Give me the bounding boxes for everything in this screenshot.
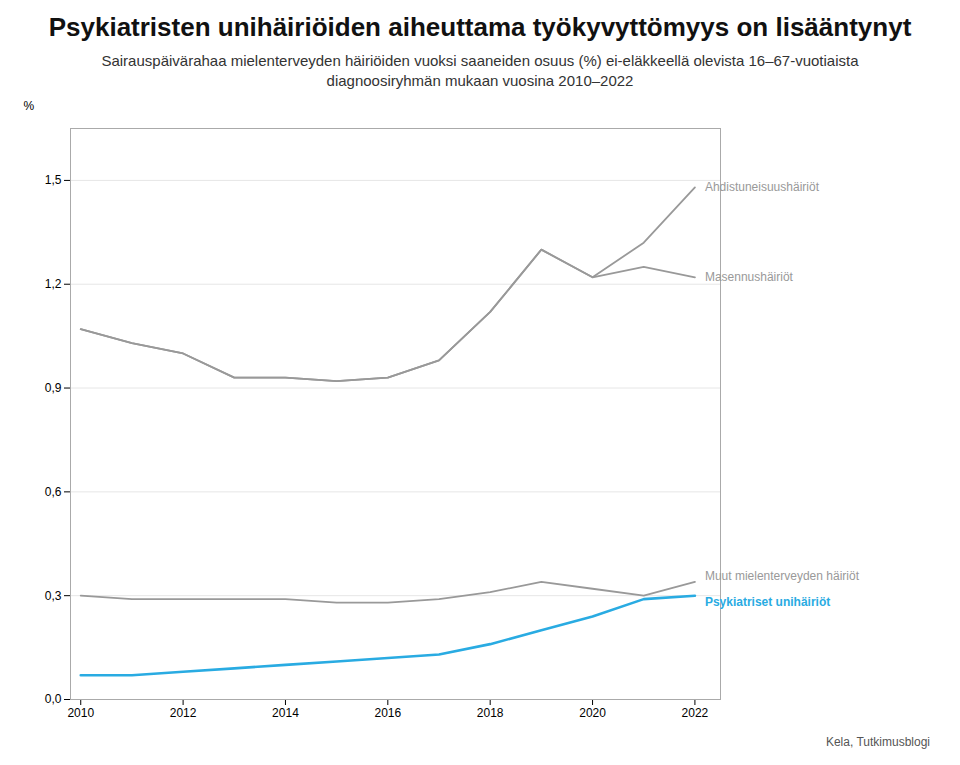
svg-text:2018: 2018: [477, 706, 504, 720]
svg-text:Psykiatriset unihäiriöt: Psykiatriset unihäiriöt: [705, 595, 830, 609]
svg-text:Ahdistuneisuushäiriöt: Ahdistuneisuushäiriöt: [705, 180, 820, 194]
svg-text:0,3: 0,3: [45, 588, 62, 602]
svg-text:2010: 2010: [67, 706, 94, 720]
html-text:Kela, Tutkimusblogi: Kela, Tutkimusblogi: [825, 734, 930, 749]
svg-text:1,2: 1,2: [45, 277, 62, 291]
svg-text:%: %: [24, 99, 35, 113]
svg-text:0,6: 0,6: [45, 484, 62, 498]
svg-text:2020: 2020: [579, 706, 606, 720]
svg-text:0,0: 0,0: [45, 692, 62, 706]
svg-text:1,5: 1,5: [45, 173, 62, 187]
html-text:Psykiatristen unihäiriöiden ai: Psykiatristen unihäiriöiden aiheuttama t…: [48, 12, 912, 42]
svg-text:2012: 2012: [170, 706, 197, 720]
svg-text:0,9: 0,9: [45, 381, 62, 395]
svg-text:2016: 2016: [374, 706, 401, 720]
html-text:Sairauspäivärahaa mielentervey: Sairauspäivärahaa mielenterveyden häiriö…: [101, 52, 859, 90]
svg-text:2022: 2022: [682, 706, 709, 720]
svg-text:Masennushäiriöt: Masennushäiriöt: [705, 270, 794, 284]
svg-text:2014: 2014: [272, 706, 299, 720]
svg-text:Muut mielenterveyden häiriöt: Muut mielenterveyden häiriöt: [705, 569, 860, 583]
